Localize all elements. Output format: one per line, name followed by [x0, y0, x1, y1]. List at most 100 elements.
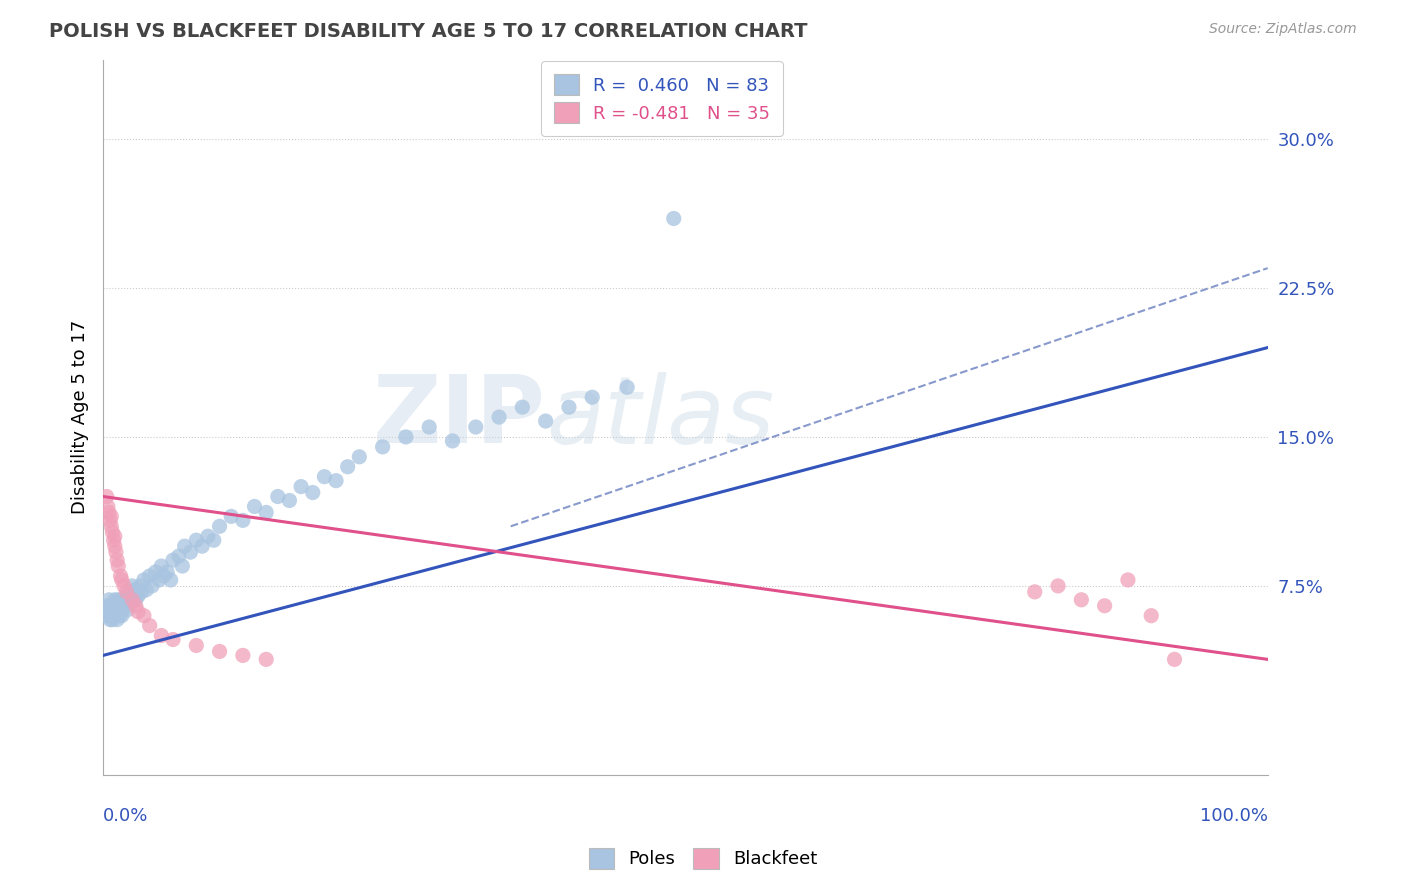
- Point: [112, 579, 135, 593]
- Point: [125, 592, 148, 607]
- Point: [104, 599, 127, 613]
- Point: [441, 434, 464, 448]
- Point: [232, 513, 254, 527]
- Point: [145, 565, 167, 579]
- Point: [512, 400, 534, 414]
- Point: [156, 565, 179, 579]
- Point: [616, 380, 638, 394]
- Point: [1024, 585, 1046, 599]
- Point: [101, 613, 124, 627]
- Point: [138, 618, 160, 632]
- Point: [105, 553, 128, 567]
- Text: 0.0%: 0.0%: [103, 806, 149, 825]
- Text: atlas: atlas: [546, 372, 773, 463]
- Point: [159, 573, 181, 587]
- Point: [1070, 592, 1092, 607]
- Point: [104, 539, 127, 553]
- Point: [103, 608, 125, 623]
- Point: [254, 505, 277, 519]
- Point: [127, 589, 149, 603]
- Point: [662, 211, 685, 226]
- Point: [117, 603, 139, 617]
- Point: [104, 529, 127, 543]
- Point: [325, 474, 347, 488]
- Point: [97, 505, 120, 519]
- Point: [103, 533, 125, 548]
- Point: [97, 605, 120, 619]
- Point: [105, 613, 128, 627]
- Point: [208, 644, 231, 658]
- Point: [97, 592, 120, 607]
- Point: [104, 545, 127, 559]
- Point: [371, 440, 394, 454]
- Point: [167, 549, 190, 563]
- Point: [101, 603, 124, 617]
- Point: [131, 585, 153, 599]
- Point: [115, 585, 138, 599]
- Point: [101, 525, 124, 540]
- Point: [97, 599, 120, 613]
- Point: [141, 579, 163, 593]
- Point: [1140, 608, 1163, 623]
- Point: [173, 539, 195, 553]
- Text: POLISH VS BLACKFEET DISABILITY AGE 5 TO 17 CORRELATION CHART: POLISH VS BLACKFEET DISABILITY AGE 5 TO …: [49, 22, 807, 41]
- Point: [108, 608, 131, 623]
- Point: [100, 599, 122, 613]
- Point: [314, 469, 336, 483]
- Point: [336, 459, 359, 474]
- Text: ZIP: ZIP: [373, 371, 546, 463]
- Point: [290, 480, 312, 494]
- Point: [232, 648, 254, 663]
- Point: [135, 582, 157, 597]
- Point: [418, 420, 440, 434]
- Point: [103, 599, 125, 613]
- Point: [219, 509, 242, 524]
- Point: [112, 599, 135, 613]
- Legend: Poles, Blackfeet: Poles, Blackfeet: [582, 840, 824, 876]
- Point: [100, 509, 122, 524]
- Point: [118, 592, 141, 607]
- Point: [107, 603, 129, 617]
- Point: [150, 559, 173, 574]
- Point: [110, 603, 132, 617]
- Point: [1116, 573, 1139, 587]
- Point: [98, 513, 121, 527]
- Point: [267, 490, 290, 504]
- Point: [1047, 579, 1070, 593]
- Point: [197, 529, 219, 543]
- Point: [301, 485, 323, 500]
- Point: [1163, 652, 1185, 666]
- Point: [558, 400, 581, 414]
- Point: [186, 533, 208, 548]
- Point: [125, 599, 148, 613]
- Point: [162, 553, 184, 567]
- Point: [132, 608, 155, 623]
- Point: [150, 628, 173, 642]
- Point: [186, 639, 208, 653]
- Point: [111, 592, 134, 607]
- Point: [488, 410, 510, 425]
- Point: [395, 430, 418, 444]
- Point: [122, 589, 145, 603]
- Point: [110, 599, 132, 613]
- Point: [98, 603, 121, 617]
- Point: [1094, 599, 1116, 613]
- Point: [191, 539, 214, 553]
- Point: [464, 420, 486, 434]
- Point: [114, 592, 136, 607]
- Point: [104, 608, 127, 623]
- Point: [97, 500, 120, 514]
- Point: [111, 608, 134, 623]
- Point: [129, 579, 152, 593]
- Point: [111, 573, 134, 587]
- Point: [118, 585, 141, 599]
- Point: [104, 605, 127, 619]
- Point: [100, 519, 122, 533]
- Point: [105, 605, 128, 619]
- Point: [179, 545, 201, 559]
- Point: [127, 605, 149, 619]
- Point: [581, 390, 603, 404]
- Point: [152, 569, 174, 583]
- Point: [96, 608, 118, 623]
- Point: [121, 579, 143, 593]
